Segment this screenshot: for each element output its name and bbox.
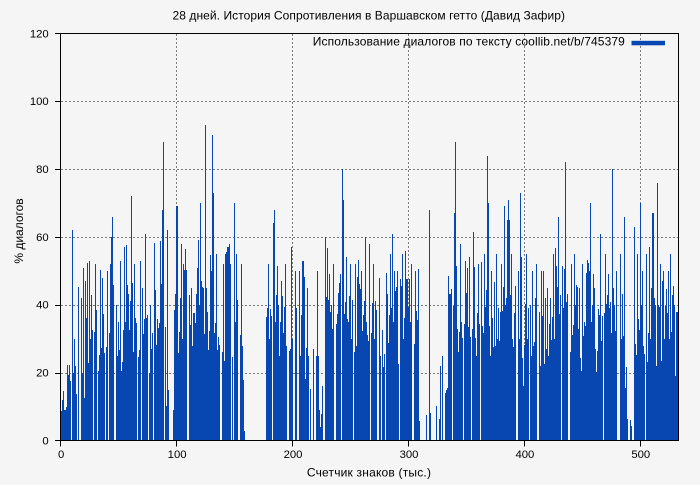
svg-text:Счетчик знаков (тыс.): Счетчик знаков (тыс.) [307, 465, 431, 479]
svg-text:0: 0 [58, 449, 64, 461]
svg-text:28 дней. История Сопротивления: 28 дней. История Сопротивления в Варшавс… [173, 9, 566, 23]
svg-text:300: 300 [400, 449, 419, 461]
svg-text:500: 500 [631, 449, 650, 461]
svg-text:200: 200 [284, 449, 303, 461]
svg-text:80: 80 [36, 164, 49, 176]
svg-text:% диалогов: % диалогов [12, 198, 26, 263]
svg-text:400: 400 [515, 449, 534, 461]
svg-text:60: 60 [36, 232, 49, 244]
svg-text:100: 100 [30, 96, 49, 108]
svg-text:120: 120 [30, 28, 49, 40]
svg-text:0: 0 [42, 435, 48, 447]
svg-text:20: 20 [36, 368, 49, 380]
svg-text:Использование диалогов по текс: Использование диалогов по тексту coollib… [313, 35, 625, 49]
svg-text:40: 40 [36, 300, 49, 312]
svg-text:100: 100 [168, 449, 187, 461]
